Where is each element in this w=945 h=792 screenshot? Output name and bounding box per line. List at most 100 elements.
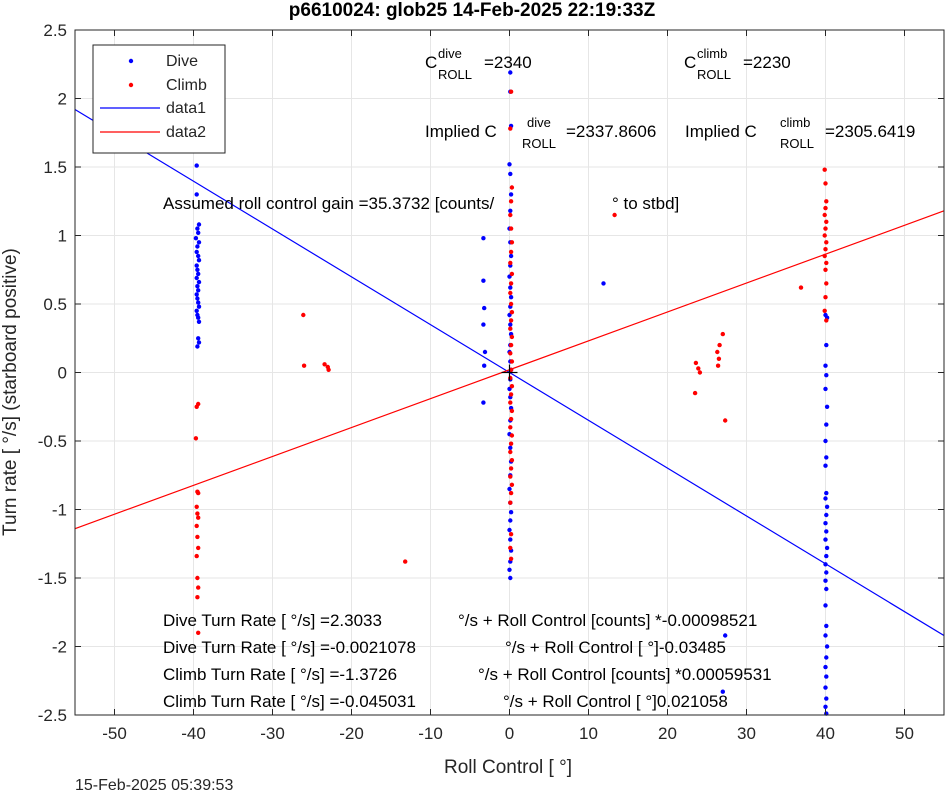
dive-point: [196, 336, 201, 341]
dive-point: [823, 386, 828, 392]
dive-point: [508, 253, 514, 259]
climb-point: [195, 575, 200, 581]
dive-point: [195, 267, 200, 272]
x-tick-label: -50: [102, 724, 127, 743]
legend-data1-label: data1: [166, 100, 206, 117]
dive-point: [196, 279, 202, 285]
implied-dive-prefix: Implied C: [425, 122, 497, 141]
climb-point: [716, 356, 722, 361]
y-tick-label: 1.5: [43, 158, 67, 177]
eq4-text-b: °/s + Roll Control [ °]0.021058: [503, 692, 728, 711]
climb-point: [194, 523, 199, 529]
dive-point: [482, 349, 488, 355]
dive-point: [824, 644, 830, 649]
climb-point: [822, 212, 827, 218]
x-tick-label: 0: [505, 724, 514, 743]
dive-point: [824, 696, 829, 701]
climb-point: [196, 515, 201, 520]
dive-point: [508, 510, 514, 515]
dive-point: [824, 570, 829, 575]
dive-point: [824, 655, 829, 660]
dive-point: [481, 400, 486, 405]
dive-point: [481, 236, 486, 241]
legend-data2-label: data2: [166, 124, 206, 141]
implied-climb-sup: climb: [780, 115, 810, 130]
dive-point: [196, 258, 202, 263]
climb-point: [508, 532, 514, 537]
climb-point: [508, 249, 514, 255]
dive-point: [823, 704, 828, 709]
gain-text-a: Assumed roll control gain =35.3732 [coun…: [163, 194, 495, 213]
dive-point: [823, 521, 828, 526]
dive-point: [196, 304, 202, 309]
climb-point: [403, 559, 408, 564]
climb-point: [196, 585, 201, 590]
eq3-text-a: Climb Turn Rate [ °/s] =-1.3726: [163, 665, 397, 684]
climb-point: [822, 233, 827, 238]
dive-point: [482, 305, 487, 311]
climb-point: [509, 334, 515, 340]
implied-dive-value: =2337.8606: [566, 122, 656, 141]
climb-point: [508, 490, 514, 496]
dive-point: [195, 296, 200, 301]
climb-point: [508, 290, 513, 296]
climb-point: [508, 301, 514, 307]
climb-point: [196, 630, 201, 635]
c-roll-climb-annotation: C climb ROLL =2230: [684, 46, 791, 82]
implied-climb-prefix: Implied C: [685, 122, 757, 141]
climb-point: [715, 363, 721, 368]
climb-point: [693, 360, 699, 366]
climb-point: [509, 384, 515, 389]
climb-point: [509, 482, 515, 487]
climb-point: [612, 212, 617, 218]
dive-point: [824, 342, 829, 348]
dive-point: [824, 545, 830, 551]
dive-point: [194, 292, 199, 297]
climb-point: [508, 556, 514, 561]
dive-point: [824, 504, 830, 509]
dive-point: [508, 537, 513, 542]
dive-point: [508, 518, 513, 523]
climb-point: [823, 205, 828, 211]
dive-point: [824, 422, 829, 427]
dive-point: [508, 295, 514, 300]
dive-point: [193, 236, 199, 241]
dive-point: [507, 162, 512, 167]
eq3-text-b: °/s + Roll Control [counts] *0.00059531: [478, 665, 772, 684]
x-tick-label: 50: [895, 724, 914, 743]
x-tick-label: -40: [181, 724, 206, 743]
dive-point: [823, 463, 828, 468]
dive-point: [196, 300, 201, 305]
dive-point: [508, 70, 513, 75]
dive-point: [823, 496, 828, 501]
climb-point: [823, 226, 828, 231]
climb-point: [194, 404, 199, 409]
c-roll-dive-prefix: C: [425, 53, 437, 72]
climb-point: [715, 349, 720, 355]
dive-point: [194, 263, 199, 268]
climb-point: [824, 281, 829, 286]
gain-text-b: ° to stbd]: [612, 194, 679, 213]
dive-point: [196, 222, 202, 227]
climb-point: [508, 326, 513, 331]
dive-point: [824, 373, 829, 378]
y-tick-label: -2.5: [38, 706, 67, 725]
dive-point: [482, 363, 487, 368]
dive-point: [601, 281, 606, 286]
climb-point: [509, 310, 515, 315]
climb-point: [509, 240, 515, 245]
eq2-text-a: Dive Turn Rate [ °/s] =-0.0021078: [163, 638, 416, 657]
c-roll-climb-prefix: C: [684, 53, 696, 72]
dive-point: [507, 567, 512, 572]
climb-point: [301, 363, 307, 368]
climb-point: [195, 595, 200, 600]
y-tick-label: 0.5: [43, 295, 67, 314]
implied-dive-sup: dive: [527, 115, 551, 130]
implied-climb-value: =2305.6419: [825, 122, 915, 141]
y-axis-label: Turn rate [ °/s] (starboard positive): [0, 248, 21, 536]
dive-point: [507, 527, 512, 533]
x-tick-label: 10: [579, 724, 598, 743]
climb-point: [509, 408, 515, 414]
climb-point: [508, 500, 513, 505]
climb-point: [193, 436, 199, 441]
